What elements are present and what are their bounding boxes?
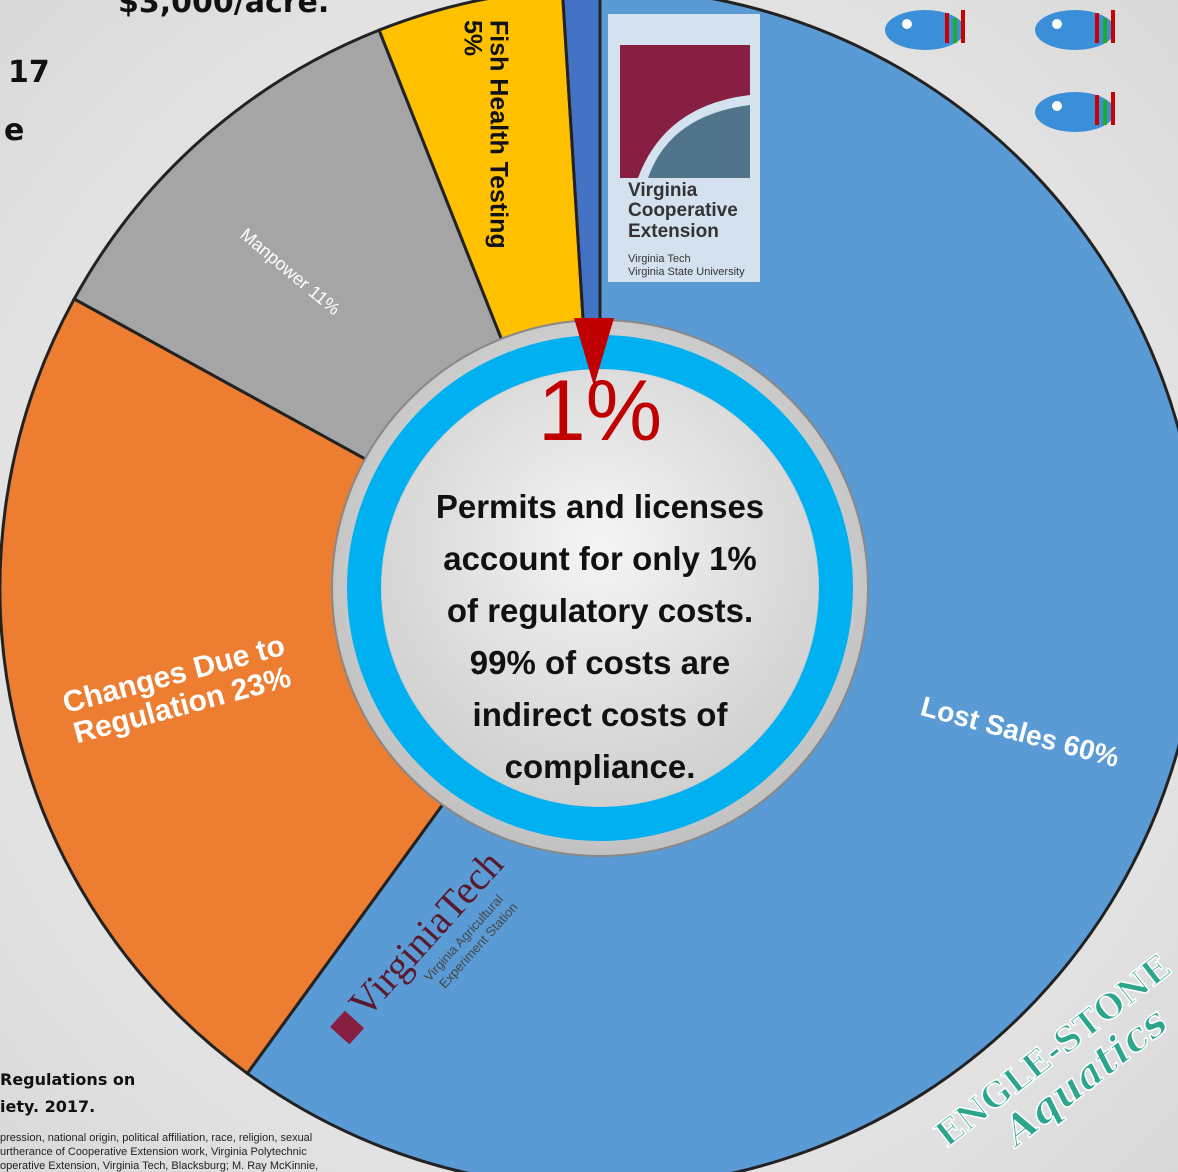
annotation-line: compliance.	[505, 748, 696, 785]
annotation-line: Permits and licenses	[436, 488, 764, 525]
logo-text: Extension	[628, 221, 719, 242]
logo-text: Cooperative	[628, 200, 738, 221]
logo-text: Virginia	[628, 180, 698, 201]
chart: $3,000/acre. 17 e Regulations on iety. 2…	[0, 0, 1178, 1172]
citation: Regulations on	[0, 1070, 135, 1089]
annotation-line: account for only 1%	[443, 540, 757, 577]
annotation-line: indirect costs of	[473, 696, 729, 733]
category-label: Fish Health Testing	[485, 20, 511, 280]
top-text: $3,000/acre.	[118, 0, 329, 20]
footer: operative Extension, Virginia Tech, Blac…	[0, 1160, 318, 1172]
page: $3,000/acre. 17 e Regulations on iety. 2…	[0, 0, 1178, 1172]
value-label: 5%	[459, 20, 485, 280]
top-text: e	[4, 113, 24, 148]
footer: urtherance of Cooperative Extension work…	[0, 1146, 307, 1158]
citation: iety. 2017.	[0, 1097, 95, 1116]
annotation-line: of regulatory costs.	[447, 592, 753, 629]
top-text: 17	[8, 55, 50, 90]
logo-text: Virginia State University	[628, 266, 745, 278]
vce-logo: Virginia Cooperative Extension Virginia …	[608, 14, 760, 282]
center-value: 1%	[538, 363, 662, 459]
logo-text: Virginia Tech	[628, 253, 691, 265]
footer: pression, national origin, political aff…	[0, 1132, 312, 1144]
annotation-line: 99% of costs are	[470, 644, 730, 681]
